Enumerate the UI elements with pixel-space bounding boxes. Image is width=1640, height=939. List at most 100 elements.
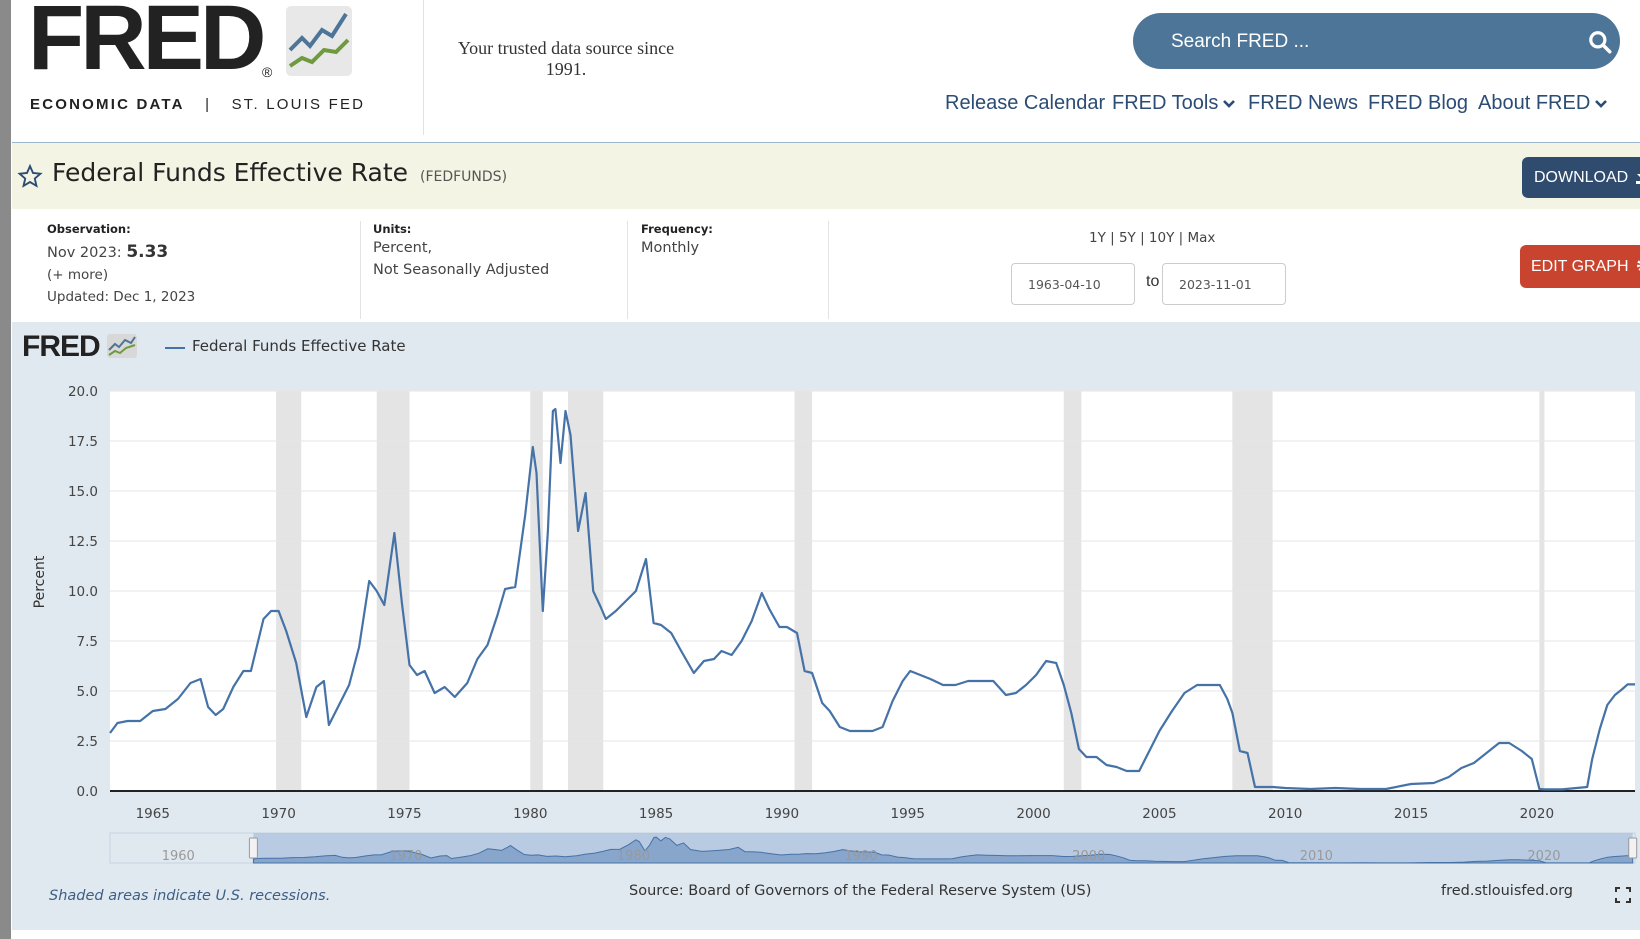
tagline: Your trusted data source since 1991.: [457, 38, 675, 79]
x-axis-ticks: 1965 1970 1975 1980 1985 1990 1995 2000 2005 2010…: [136, 806, 1554, 822]
units-line1: Percent,: [373, 240, 433, 256]
search-icon[interactable]: [1587, 29, 1613, 55]
navigator-series: [252, 836, 1634, 864]
date-to-input[interactable]: 2023-11-01: [1162, 263, 1286, 305]
download-icon: [1635, 174, 1640, 184]
legend-label: Federal Funds Effective Rate: [192, 337, 406, 355]
updated-date: Updated: Dec 1, 2023: [47, 289, 196, 305]
units-block: Units: Percent, Not Seasonally Adjusted: [373, 221, 549, 281]
divider: [360, 221, 361, 319]
logo-sub-sep: |: [205, 96, 212, 113]
graph-logo-text: FRED: [22, 330, 101, 363]
nav-fred-news[interactable]: FRED News: [1248, 92, 1359, 114]
nav-fred-tools-label: FRED Tools: [1112, 92, 1219, 114]
navigator-tick-label: 1990: [845, 849, 878, 864]
site-link[interactable]: fred.stlouisfed.org: [1441, 883, 1574, 899]
series-title-text: Federal Funds Effective Rate: [52, 158, 409, 187]
navigator-tick-label: 1970: [389, 849, 422, 864]
x-tick-label: 1990: [765, 806, 799, 822]
y-tick-label: 17.5: [68, 434, 98, 450]
frequency-block: Frequency: Monthly: [641, 221, 713, 259]
y-tick-label: 20.0: [68, 384, 98, 400]
frequency-label: Frequency:: [641, 222, 713, 236]
observation-block: Observation: Nov 2023: 5.33 (+ more) Upd…: [47, 221, 195, 308]
observation-value: 5.33: [126, 242, 169, 262]
units-line2: Not Seasonally Adjusted: [373, 262, 550, 278]
chevron-down-icon: [1595, 99, 1608, 108]
y-axis-ticks: 0.0 2.5 5.0 7.5 10.0 12.5 15.0 17.5 20.0: [68, 384, 98, 800]
window-edge: [0, 0, 11, 939]
x-tick-label: 2020: [1520, 806, 1554, 822]
y-tick-label: 10.0: [68, 584, 98, 600]
observation-label: Observation:: [47, 222, 131, 236]
nav-fred-blog[interactable]: FRED Blog: [1368, 92, 1469, 114]
y-tick-label: 7.5: [77, 634, 98, 650]
site-header: FRED ® ECONOMIC DATA | ST. LOUIS FED You…: [12, 0, 1640, 143]
logo-wordmark: FRED: [28, 0, 266, 89]
divider: [828, 221, 829, 319]
series-federal-funds-rate: [109, 407, 1635, 791]
x-tick-label: 1980: [513, 806, 547, 822]
date-from-input[interactable]: 1963-04-10: [1011, 263, 1135, 305]
y-tick-label: 5.0: [77, 684, 98, 700]
navigator: 1960 1970 1980 1990 2000 2010 2020: [109, 832, 1638, 864]
navigator-tick-label: 1960: [162, 849, 195, 864]
x-tick-label: 1970: [261, 806, 295, 822]
x-tick-label: 2010: [1268, 806, 1302, 822]
fullscreen-icon[interactable]: [1615, 887, 1631, 903]
search-input[interactable]: [1169, 27, 1553, 57]
logo-graph-icon: [107, 334, 138, 358]
y-tick-label: 2.5: [77, 734, 98, 750]
x-tick-label: 1975: [387, 806, 421, 822]
graph-fred-logo: FRED: [22, 330, 138, 364]
nav-release-calendar[interactable]: Release Calendar: [945, 92, 1106, 114]
series-title-bar: Federal Funds Effective Rate (FEDFUNDS) …: [12, 143, 1640, 209]
download-button[interactable]: DOWNLOAD: [1522, 157, 1640, 198]
logo-registered-mark: ®: [262, 64, 273, 80]
fred-logo[interactable]: FRED ® ECONOMIC DATA | ST. LOUIS FED: [12, 0, 424, 135]
page-title: Federal Funds Effective Rate (FEDFUNDS): [52, 158, 507, 187]
x-tick-label: 2015: [1394, 806, 1428, 822]
source-text: Source: Board of Governors of the Federa…: [629, 883, 1092, 899]
units-label: Units:: [373, 222, 412, 236]
logo-subtitle: ECONOMIC DATA | ST. LOUIS FED: [30, 96, 365, 113]
navigator-tick-label: 2010: [1300, 849, 1333, 864]
observation-date: Nov 2023:: [47, 245, 122, 261]
edit-graph-label: EDIT GRAPH: [1531, 258, 1629, 275]
range-links[interactable]: 1Y | 5Y | 10Y | Max: [1089, 230, 1216, 246]
navigator-tick-label: 2020: [1527, 849, 1560, 864]
line-chart[interactable]: 0.0 2.5 5.0 7.5 10.0 12.5 15.0 17.5 20.0 1965 197…: [12, 362, 1640, 902]
edit-graph-button[interactable]: EDIT GRAPH: [1520, 245, 1640, 288]
y-tick-label: 0.0: [77, 784, 98, 800]
y-tick-label: 15.0: [68, 484, 98, 500]
download-label: DOWNLOAD: [1534, 169, 1629, 186]
logo-graph-icon: [286, 6, 352, 76]
navigator-handle[interactable]: [1628, 837, 1638, 859]
x-tick-label: 2000: [1016, 806, 1050, 822]
series-meta: Observation: Nov 2023: 5.33 (+ more) Upd…: [12, 209, 1640, 322]
logo-sub-rest: ST. LOUIS FED: [231, 96, 366, 113]
graph-panel: FRED Federal Funds Effective Rate 0.0 2.5…: [12, 322, 1640, 930]
legend-swatch: [165, 347, 185, 349]
navigator-handle[interactable]: [248, 837, 258, 859]
to-label: to: [1146, 273, 1160, 290]
x-tick-label: 1985: [639, 806, 673, 822]
frequency-value: Monthly: [641, 240, 700, 256]
x-tick-label: 1965: [136, 806, 170, 822]
series-line: [109, 407, 1635, 791]
page: FRED ® ECONOMIC DATA | ST. LOUIS FED You…: [12, 0, 1640, 939]
nav-about-fred[interactable]: About FRED: [1478, 92, 1608, 115]
search-bar: [1133, 13, 1620, 69]
series-id: (FEDFUNDS): [419, 169, 508, 185]
y-tick-label: 12.5: [68, 534, 98, 550]
nav-fred-tools[interactable]: FRED Tools: [1112, 92, 1236, 115]
nav-about-fred-label: About FRED: [1478, 92, 1591, 114]
logo-sub-bold: ECONOMIC DATA: [30, 96, 185, 113]
recession-note: Shaded areas indicate U.S. recessions.: [49, 888, 331, 904]
star-icon[interactable]: [17, 164, 43, 189]
more-link[interactable]: (+ more): [47, 267, 109, 283]
x-tick-label: 2005: [1142, 806, 1176, 822]
navigator-tick-label: 2000: [1072, 849, 1105, 864]
navigator-tick-label: 1980: [617, 849, 650, 864]
divider: [627, 221, 628, 319]
